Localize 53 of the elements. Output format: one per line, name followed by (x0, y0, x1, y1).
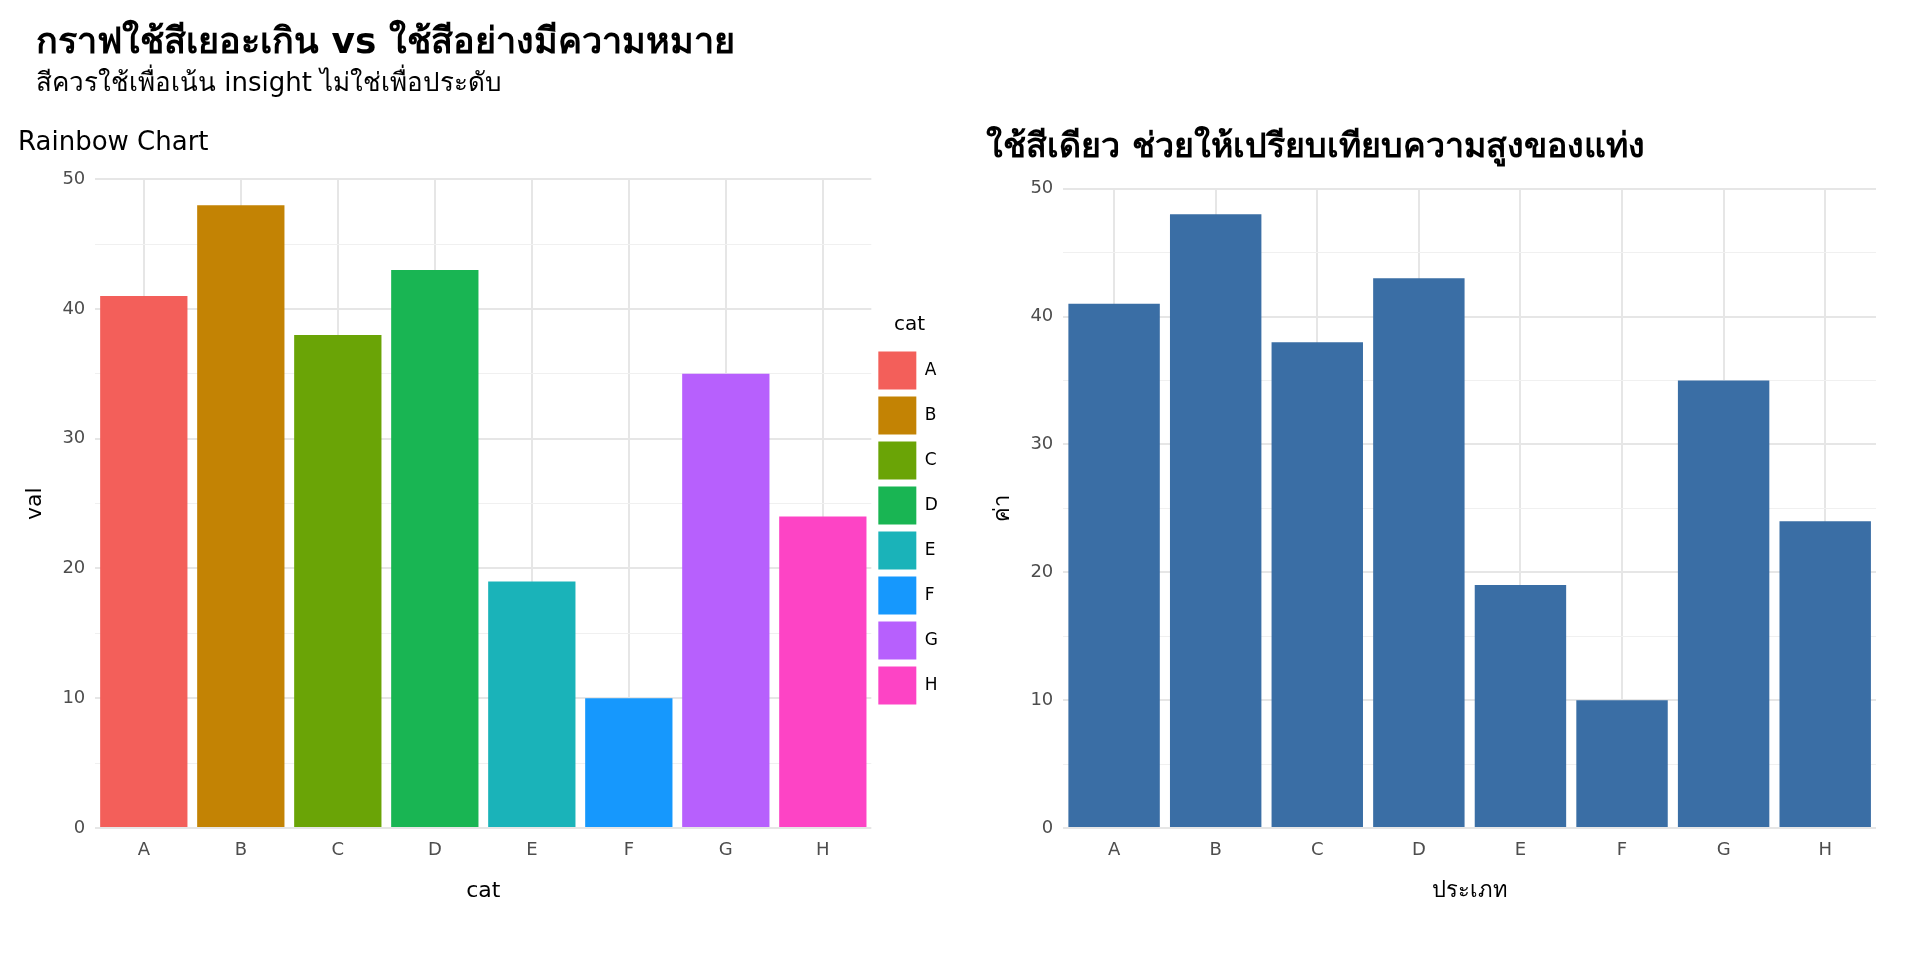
x-tick-label: F (623, 838, 634, 860)
text: สีควรใช้เพื่อเน้น insight ไม่ใช่เพื่อประดับ (36, 64, 504, 99)
x-tick-label: F (1616, 838, 1628, 860)
chart-title: ใช้สีเดียว ช่วยให้เปรียบเทียบความสูงของแท่ง (986, 125, 1645, 168)
x-tick-label: H (816, 838, 830, 860)
y-axis-title: ค่า (988, 494, 1014, 522)
y-tick-label: 20 (1030, 559, 1054, 581)
legend-label: E (924, 538, 936, 559)
bar (1677, 380, 1770, 827)
text: กราฟใช้สีเยอะเกิน vs ใช้สีอย่างมีความหมาย (36, 18, 736, 63)
x-axis-title: ประเภท (1431, 876, 1508, 902)
x-tick-label: E (1514, 838, 1527, 860)
y-tick-label: 20 (62, 556, 86, 578)
x-tick-label: G (1716, 838, 1731, 860)
x-tick-label: G (718, 838, 733, 860)
chart-title: Rainbow Chart (18, 126, 209, 157)
x-tick-label: B (234, 838, 247, 860)
legend-title: cat (894, 310, 926, 335)
y-tick-label: 10 (1030, 687, 1054, 709)
legend-label: F (924, 583, 935, 604)
legend-label: D (924, 493, 938, 514)
x-tick-label: E (526, 838, 538, 860)
x-axis-title: cat (466, 876, 501, 902)
legend-label: B (924, 403, 937, 424)
bar (1474, 585, 1567, 827)
bar (1271, 342, 1363, 827)
x-tick-label: D (427, 838, 442, 860)
legend-label: H (924, 673, 938, 694)
bar (1068, 303, 1160, 827)
legend-label: A (924, 358, 937, 379)
bar (1779, 521, 1871, 827)
y-tick-label: 40 (62, 296, 86, 318)
x-tick-label: C (1310, 838, 1324, 860)
bar (1373, 278, 1465, 827)
bar (1169, 214, 1262, 827)
y-tick-label: 10 (62, 685, 86, 707)
y-tick-label: 0 (1041, 815, 1054, 837)
y-tick-label: 40 (1030, 304, 1054, 326)
x-tick-label: D (1411, 838, 1426, 860)
y-tick-label: 50 (62, 166, 86, 188)
x-tick-label: B (1209, 838, 1222, 860)
x-tick-label: A (137, 838, 151, 860)
y-tick-label: 30 (1030, 432, 1054, 454)
y-tick-label: 50 (1030, 176, 1054, 198)
y-axis-title: val (20, 487, 46, 520)
legend-label: C (924, 448, 937, 469)
bar (1576, 700, 1668, 827)
x-tick-label: H (1818, 838, 1832, 860)
x-tick-label: A (1107, 838, 1121, 860)
x-tick-label: C (331, 838, 345, 860)
y-tick-label: 0 (73, 815, 86, 837)
legend-label: G (924, 628, 939, 649)
y-tick-label: 30 (62, 426, 86, 448)
